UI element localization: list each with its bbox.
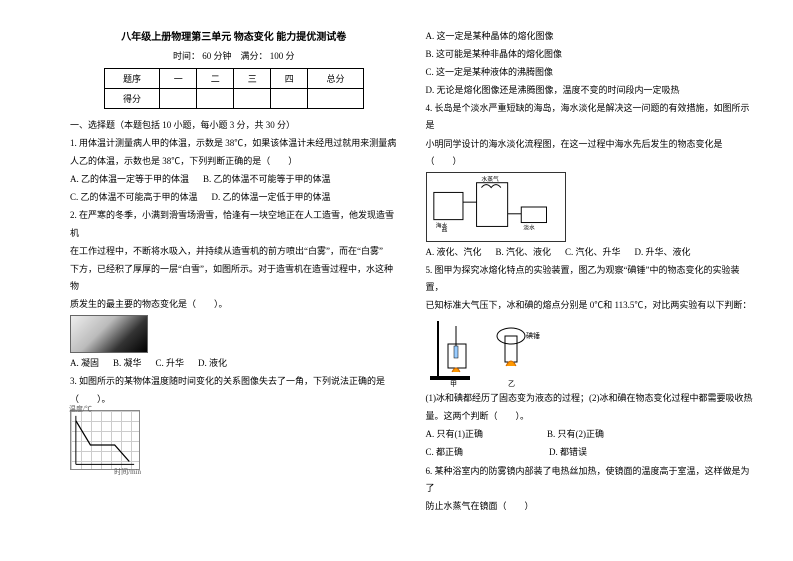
q1-line1: 1. 用体温计测量病人甲的体温，示数是 38℃，如果该体温计未经甩过就用来测量病 [70, 135, 398, 152]
q2-options: A. 凝固 B. 凝华 C. 升华 D. 液化 [70, 355, 398, 372]
time-value: 60 分钟 [202, 51, 231, 61]
score-h2: 二 [197, 69, 234, 89]
flow-label-fresh: 淡水 [523, 223, 535, 231]
q5-line4: 量。这两个判断（ ）。 [426, 408, 754, 425]
flow-label-vapor: 水蒸气 [481, 175, 499, 183]
q2-opt-d: D. 液化 [198, 355, 227, 372]
q1-opt-b: B. 乙的体温不可能等于甲的体温 [203, 171, 331, 188]
q5-line1: 5. 图甲为探究冰熔化特点的实验装置，图乙为观察“碘锤”中的物态变化的实验装置， [426, 262, 754, 296]
graph-x-label: 时间/min [114, 467, 141, 477]
experiment-diagram: 甲 碘锤 乙 [426, 316, 546, 388]
q4-opt-a: A. 液化、汽化 [426, 244, 482, 261]
q2-opt-c: C. 升华 [156, 355, 185, 372]
q4-options: A. 液化、汽化 B. 汽化、液化 C. 汽化、升华 D. 升华、液化 [426, 244, 754, 261]
q1-line2: 人乙的体温，示数也是 38℃，下列判断正确的是（ ） [70, 153, 398, 170]
q2-line3: 下方，已经积了厚厚的一层“白雪”，如图所示。对于造雪机在造雪过程中，水这种物 [70, 261, 398, 295]
score-table: 题序 一 二 三 四 总分 得分 [104, 68, 364, 109]
q5-options-row1: A. 只有(1)正确 B. 只有(2)正确 [426, 426, 754, 443]
snow-machine-image [70, 315, 148, 353]
q4-line2: 小明同学设计的海水淡化流程图，在这一过程中海水先后发生的物态变化是（ ） [426, 136, 754, 170]
q2-line4: 质发生的最主要的物态变化是（ ）。 [70, 296, 398, 313]
q3-line1: 3. 如图所示的某物体温度随时间变化的关系图像失去了一角，下列说法正确的是 [70, 373, 398, 390]
q6-line1: 6. 某种浴室内的防雾镜内部装了电热丝加热，使镜面的温度高于室温，这样做是为了 [426, 463, 754, 497]
score-blank [308, 89, 364, 109]
score-h1: 一 [160, 69, 197, 89]
right-column: A. 这一定是某种晶体的熔化图像 B. 这可能是某种非晶体的熔化图像 C. 这一… [426, 28, 754, 516]
q2-line1: 2. 在严寒的冬季，小满到滑雪场滑雪，恰逢有一块空地正在人工造雪，他发现造雪机 [70, 207, 398, 241]
q4-opt-b: B. 汽化、液化 [496, 244, 552, 261]
time-label: 时间： [173, 51, 200, 61]
score-blank [271, 89, 308, 109]
score-row2-label: 得分 [104, 89, 159, 109]
q2-opt-b: B. 凝华 [113, 355, 142, 372]
full-label: 满分： [241, 51, 268, 61]
full-value: 100 分 [270, 51, 295, 61]
q5-opt-a: A. 只有(1)正确 [426, 426, 484, 443]
exp-cap-left: 甲 [450, 380, 457, 388]
q3-line2: （ ）。 [70, 391, 398, 408]
flow-label-salt: 盐 [441, 225, 447, 233]
left-column: 八年级上册物理第三单元 物态变化 能力提优测试卷 时间： 60 分钟 满分： 1… [70, 28, 398, 516]
exp-label: 碘锤 [526, 331, 540, 340]
q1-options-row1: A. 乙的体温一定等于甲的体温 B. 乙的体温不可能等于甲的体温 [70, 171, 398, 188]
q1-opt-d: D. 乙的体温一定低于甲的体温 [212, 189, 331, 206]
q3-opt-c: C. 这一定是某种液体的沸腾图像 [426, 64, 754, 81]
q2-opt-a: A. 凝固 [70, 355, 99, 372]
q3-opt-b: B. 这可能是某种非晶体的熔化图像 [426, 46, 754, 63]
q3-opt-d: D. 无论是熔化图像还是沸腾图像，温度不变的时间段内一定吸热 [426, 82, 754, 99]
score-h0: 题序 [104, 69, 159, 89]
q1-options-row2: C. 乙的体温不可能高于甲的体温 D. 乙的体温一定低于甲的体温 [70, 189, 398, 206]
q6-line2: 防止水蒸气在镜面（ ） [426, 498, 754, 515]
exam-subtitle: 时间： 60 分钟 满分： 100 分 [70, 49, 398, 62]
q5-opt-d: D. 都错误 [549, 444, 587, 461]
q5-opt-b: B. 只有(2)正确 [547, 426, 604, 443]
q3-opt-a: A. 这一定是某种晶体的熔化图像 [426, 28, 754, 45]
q5-opt-c: C. 都正确 [426, 444, 464, 461]
exp-cap-right: 乙 [508, 380, 515, 388]
score-blank [197, 89, 234, 109]
q4-line1: 4. 长岛是个淡水严重短缺的海岛，海水淡化是解决这一问题的有效措施，如图所示是 [426, 100, 754, 134]
q4-opt-c: C. 汽化、升华 [565, 244, 621, 261]
score-h5: 总分 [308, 69, 364, 89]
desalination-flow-diagram: 海水 水蒸气 淡水 盐 [426, 172, 566, 242]
score-h3: 三 [234, 69, 271, 89]
q5-line2: 已知标准大气压下，冰和碘的熔点分别是 0℃和 113.5℃，对比两实验有以下判断… [426, 297, 754, 314]
temperature-graph: 温度/℃ 时间/min [70, 410, 140, 470]
section-1-header: 一、选择题（本题包括 10 小题，每小题 3 分，共 30 分） [70, 117, 398, 134]
q1-opt-c: C. 乙的体温不可能高于甲的体温 [70, 189, 198, 206]
q1-opt-a: A. 乙的体温一定等于甲的体温 [70, 171, 189, 188]
q2-line2: 在工作过程中，不断将水吸入，并持续从造雪机的前方喷出“白雾”，而在“白雾” [70, 243, 398, 260]
score-blank [234, 89, 271, 109]
graph-y-label: 温度/℃ [69, 404, 92, 414]
q5-options-row2: C. 都正确 D. 都错误 [426, 444, 754, 461]
q5-line3: (1)冰和碘都经历了固态变为液态的过程；(2)冰和碘在物态变化过程中都需要吸收热 [426, 390, 754, 407]
score-blank [160, 89, 197, 109]
q4-opt-d: D. 升华、液化 [635, 244, 691, 261]
exam-title: 八年级上册物理第三单元 物态变化 能力提优测试卷 [70, 28, 398, 43]
score-h4: 四 [271, 69, 308, 89]
